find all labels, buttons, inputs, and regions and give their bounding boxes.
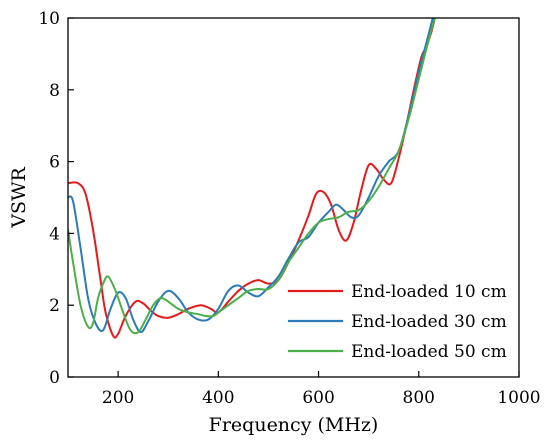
- series-line-1: [68, 18, 436, 339]
- y-tick-label-0: 0: [49, 368, 60, 388]
- legend-label-2: End-loaded 30 cm: [351, 312, 507, 332]
- y-tick-label-8: 8: [49, 81, 60, 101]
- y-tick-label-6: 6: [49, 153, 60, 173]
- y-axis-title: VSWR: [8, 167, 30, 229]
- x-tick-label-600: 600: [302, 388, 334, 408]
- x-axis-title: Frequency (MHz): [209, 414, 379, 436]
- legend-label-3: End-loaded 50 cm: [351, 342, 507, 362]
- x-tick-label-400: 400: [202, 388, 234, 408]
- plot-frame: [67, 17, 520, 378]
- legend-label-1: End-loaded 10 cm: [351, 282, 507, 302]
- ticks-layer: 200 400 600 800 1000 0 2 4 6 8 10: [38, 9, 540, 408]
- legend: End-loaded 10 cm End-loaded 30 cm End-load…: [288, 282, 507, 362]
- series-line-3: [68, 18, 436, 335]
- y-tick-label-2: 2: [49, 296, 60, 316]
- x-tick-label-800: 800: [403, 388, 435, 408]
- x-tick-label-1000: 1000: [497, 388, 540, 408]
- x-tick-label-200: 200: [102, 388, 134, 408]
- y-tick-label-4: 4: [49, 224, 60, 244]
- y-tick-label-10: 10: [38, 9, 60, 29]
- series-layer: [68, 18, 436, 339]
